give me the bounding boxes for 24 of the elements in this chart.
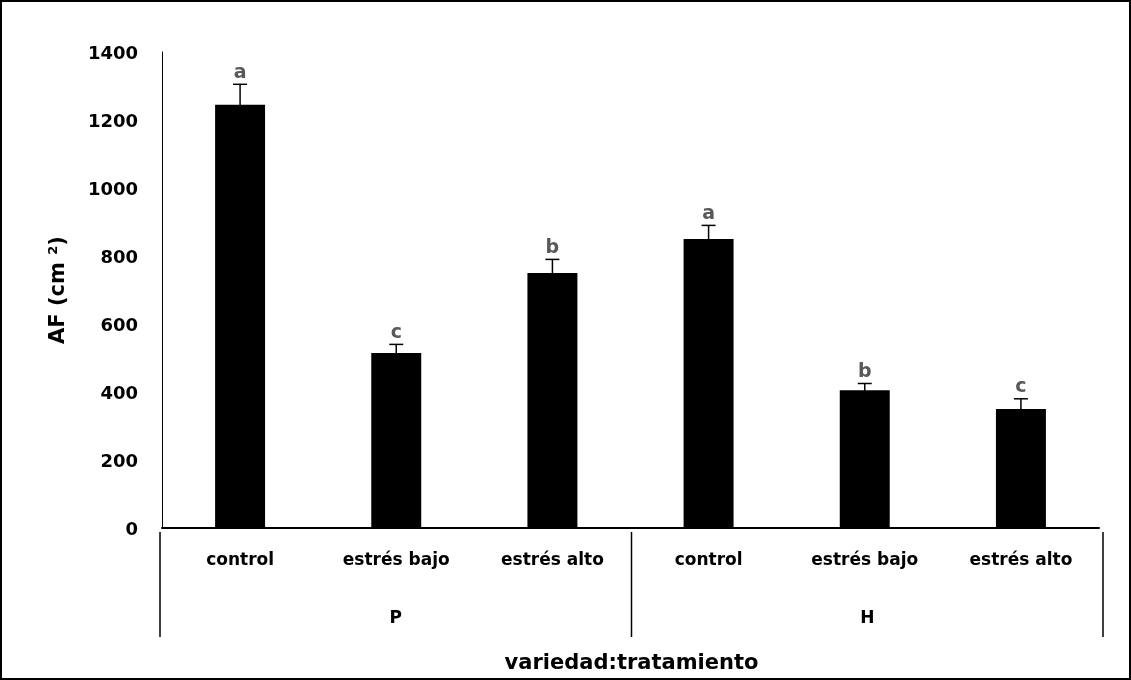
x-tick-label: control bbox=[206, 548, 275, 569]
y-tick-label: 200 bbox=[100, 449, 138, 471]
data-label: a bbox=[702, 200, 715, 223]
y-tick-label: 600 bbox=[100, 313, 138, 335]
y-axis-title: AF (cm 2) bbox=[44, 236, 69, 344]
x-axis-title: variedad:tratamiento bbox=[504, 650, 759, 674]
data-label: c bbox=[1015, 374, 1027, 397]
y-tick-label: 1400 bbox=[87, 41, 138, 63]
x-tick-label: estrés alto bbox=[969, 548, 1073, 569]
data-label: b bbox=[857, 359, 872, 381]
x-tick-label: estrés alto bbox=[500, 548, 604, 569]
data-label: b bbox=[545, 234, 560, 257]
y-tick-label: 1000 bbox=[87, 177, 138, 199]
y-tick-label: 400 bbox=[100, 381, 138, 403]
text: P bbox=[389, 607, 402, 627]
y-tick-label: 1200 bbox=[87, 109, 138, 131]
data-label: a bbox=[233, 59, 247, 82]
data-label: c bbox=[390, 319, 402, 342]
x-tick-label: control bbox=[674, 548, 743, 569]
y-tick-label: 0 bbox=[125, 517, 138, 539]
text: H bbox=[860, 607, 875, 627]
x-tick-label: estrés bajo bbox=[811, 548, 919, 569]
y-tick-label: 800 bbox=[100, 245, 138, 267]
x-tick-label: estrés bajo bbox=[342, 548, 450, 569]
